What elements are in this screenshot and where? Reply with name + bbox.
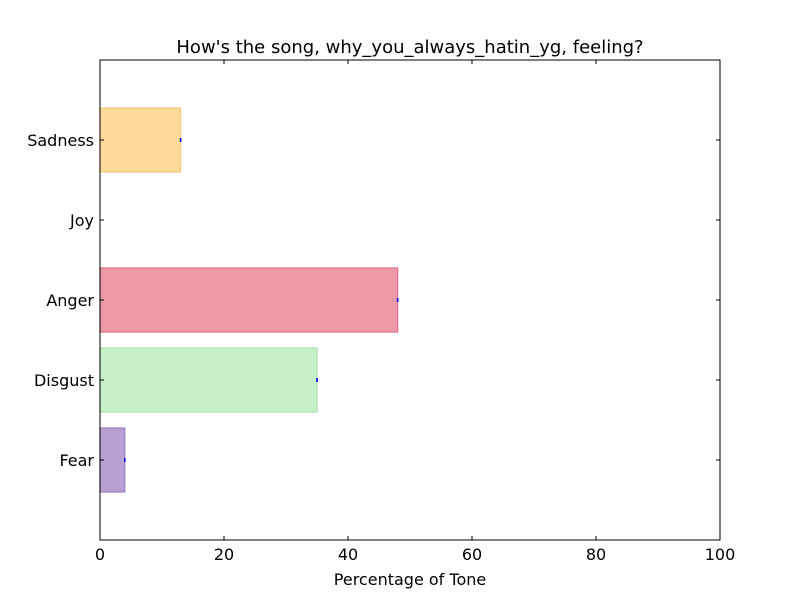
bars-layer	[99, 107, 399, 493]
y-tick-label: Joy	[69, 211, 94, 230]
x-tick-label: 40	[338, 545, 358, 564]
x-tick-label: 80	[586, 545, 606, 564]
x-tick-label: 100	[705, 545, 736, 564]
bar-anger	[99, 267, 399, 333]
bar-sadness	[99, 107, 182, 173]
y-tick-label: Anger	[46, 291, 94, 310]
x-tick-label: 20	[214, 545, 234, 564]
x-tick-label: 0	[95, 545, 105, 564]
chart-title: How's the song, why_you_always_hatin_yg,…	[176, 37, 643, 58]
y-tick-label: Fear	[59, 451, 94, 470]
x-tick-label: 60	[462, 545, 482, 564]
y-tick-label: Disgust	[34, 371, 94, 390]
y-tick-label: Sadness	[27, 131, 94, 150]
x-axis-label: Percentage of Tone	[334, 570, 486, 589]
ticks-layer: Fear Disgust Anger Joy Sadness 0 20 40 60 80 100	[27, 60, 735, 564]
bar-disgust	[99, 347, 318, 413]
